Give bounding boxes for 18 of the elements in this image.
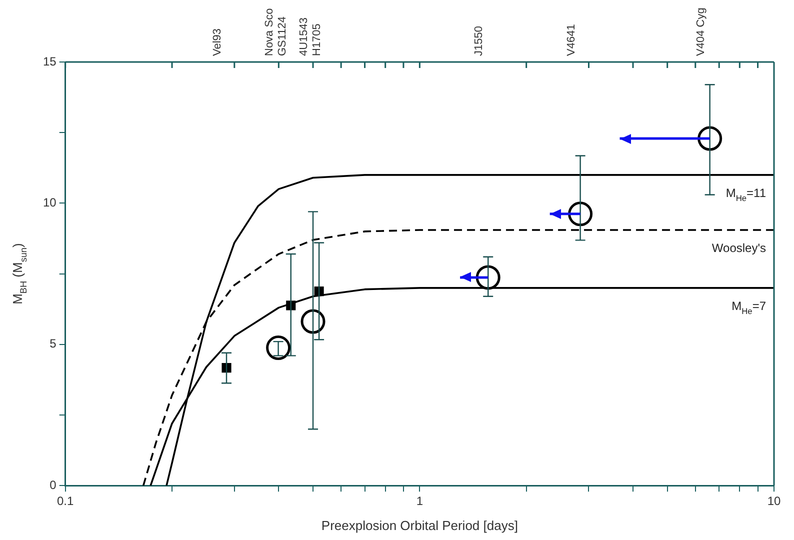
series-label: Woosley's (712, 241, 766, 256)
y-tick-label: 15 (42, 54, 57, 68)
y-tick-label: 10 (42, 196, 57, 210)
text: V4641 (565, 24, 578, 56)
text: GS1124 (276, 16, 288, 56)
y-axis-title: MBH (Msun) (10, 243, 29, 304)
text: H1705 (311, 24, 324, 56)
y-tick-label: 0 (50, 478, 57, 492)
y-tick-label: 5 (50, 336, 57, 351)
text: V404 Cyg (694, 8, 707, 56)
x-tick-label: 10 (767, 494, 781, 508)
text: Nova Sco (263, 8, 276, 56)
x-axis-title: Preexplosion Orbital Period [days] (321, 518, 518, 533)
text: 4U1543 (298, 17, 310, 56)
text: Vel93 (212, 28, 224, 56)
x-tick-label: 0.1 (57, 494, 74, 508)
text: J1550 (473, 26, 486, 56)
x-tick-label: 1 (416, 494, 424, 508)
